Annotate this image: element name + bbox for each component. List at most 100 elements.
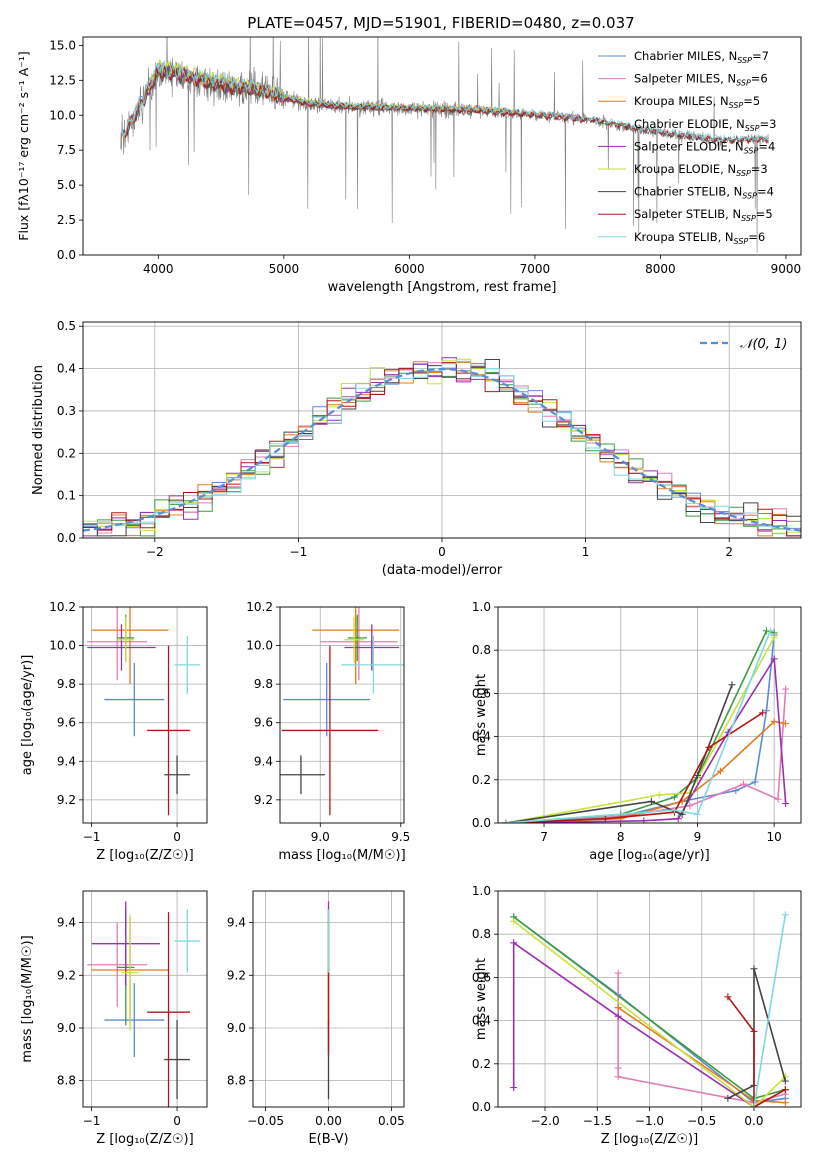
x-tick-label: 9.5 [391,830,410,844]
x-tick-label: −1 [290,545,308,559]
axes-frame [497,606,802,824]
legend-entry: Salpeter STELIB, NSSP=5 [634,207,773,223]
panel-spectrum: Chabrier MILES, NSSP=7 Salpeter MILES, NS… [16,36,802,295]
mass-weight-line [505,656,787,823]
y-tick-label: 9.2 [57,793,76,807]
legend-entry: Kroupa STELIB, NSSP=6 [634,230,765,246]
y-tick-label: 0.4 [57,362,76,376]
y-tick-label: 0.0 [472,816,491,830]
legend-suffix: =3 [760,117,777,131]
plot-area [510,911,789,1107]
legend-subscript: SSP [745,124,760,133]
x-axis-label: Z [log₁₀(Z/Z☉)] [96,848,193,863]
figure-title: PLATE=0457, MJD=51901, FIBERID=0480, z=0… [247,14,634,32]
legend-suffix: =6 [751,72,768,86]
y-axis-label: Flux [fλ10⁻¹⁷ erg cm⁻² s⁻¹ A⁻¹] [16,51,31,240]
y-tick-label: 1.0 [472,600,491,614]
axes-frame [82,890,208,1108]
y-tick-label: 9.2 [254,793,273,807]
x-axis-label: Z [log₁₀(Z/Z☉)] [601,1132,698,1147]
y-tick-label: 0.2 [472,1057,491,1071]
y-axis-label: mass weight [474,674,489,756]
y-tick-label: 0.0 [57,531,76,545]
mass-weight-line [727,968,787,1100]
x-tick-label: 9 [694,830,702,844]
plot-area [120,37,769,253]
x-tick-label: 0.05 [378,1114,405,1128]
legend-suffix: =7 [752,49,769,63]
legend-subscript: SSP [736,79,751,88]
x-tick-label: −1 [83,830,101,844]
panel-mass-vs-ebv: −0.05 0.00 0.05 8.8 9.0 9.2 9.4 E(B-V) [227,890,405,1147]
y-tick-label: 10.0 [49,108,76,122]
x-axis-label: wavelength [Angstrom, rest frame] [328,280,557,295]
mass-weight-line [512,941,755,1107]
x-tick-label: −2.0 [530,1114,559,1128]
x-tick-label: 7000 [520,262,551,276]
y-tick-label: 0.4 [472,1014,491,1028]
legend-subscript: SSP [729,101,744,110]
panel-residuals: 𝒩(0, 1) Normed distribution −2 −1 0 1 2 0.0 0.1 0… [31,319,802,578]
x-tick-label: 0.0 [744,1114,763,1128]
legend-entry: Salpeter MILES, NSSP=6 [634,72,768,88]
y-axis-label: mass [log₁₀(M/M☉)] [20,935,35,1062]
legend-subscript: SSP [742,192,757,201]
x-tick-label: −1.5 [583,1114,612,1128]
y-tick-label: 15.0 [49,38,76,52]
x-tick-label: 9000 [771,262,802,276]
legend-subscript: SSP [737,56,752,65]
y-tick-label: 8.8 [57,1074,76,1088]
x-tick-label: 0 [438,545,446,559]
panel-mass-weight-vs-Z: mass weight −2.0 −1.5 −1.0 −0.5 0.0 0.0 0.2 0.4 0… [472,884,802,1147]
legend: 𝒩(0, 1) [700,337,787,352]
y-tick-label: 0.2 [57,446,76,460]
legend-suffix: =6 [748,230,765,244]
y-tick-label: 1.0 [472,884,491,898]
x-tick-label: 0 [173,830,181,844]
y-tick-label: 9.8 [57,677,76,691]
y-tick-label: 8.8 [227,1074,246,1088]
x-tick-label: 10 [767,830,782,844]
x-axis-label: E(B-V) [308,1132,348,1147]
axes-frame [82,36,802,256]
normal-curve [83,367,801,532]
x-axis-label: Z [log₁₀(Z/Z☉)] [96,1132,193,1147]
y-axis-label: mass weight [474,958,489,1040]
panel-age-vs-mass: 9.0 9.5 9.2 9.4 9.6 9.8 10.0 10.2 mass [log₁₀(M/… [246,600,410,863]
legend-subscript: SSP [734,237,749,246]
mass-weight-line [505,636,775,823]
mass-weight-line [513,920,786,1107]
x-tick-label: 2 [725,545,733,559]
legend-entry: Kroupa ELODIE, NSSP=3 [634,162,768,178]
legend-suffix: =5 [743,94,760,108]
y-tick-label: 9.4 [227,916,246,930]
legend-subscript: SSP [741,214,756,223]
axes-frame [279,606,405,824]
panel-age-vs-Z: age [log₁₀(age/yr)] −1 0 9.2 9.4 9.6 9.8 10.0 10… [20,600,208,863]
plot-area [83,357,801,537]
y-tick-label: 0.0 [472,1100,491,1114]
y-tick-label: 0.6 [472,970,491,984]
histogram-step [83,361,801,531]
x-axis-label: (data-model)/error [382,563,503,578]
y-tick-label: 0.5 [57,319,76,333]
legend-entry: 𝒩(0, 1) [740,337,787,352]
y-tick-label: 7.5 [57,143,76,157]
x-tick-label: 0.00 [315,1114,342,1128]
panel-mass-weight-vs-age: mass weight 7 8 9 10 0.0 0.2 0.4 0.6 0.8 1.0 age [l… [472,600,802,863]
x-tick-label: 1 [582,545,590,559]
y-tick-label: 0.8 [472,643,491,657]
x-tick-label: 8000 [645,262,676,276]
y-tick-label: 9.4 [57,916,76,930]
mass-weight-line [505,635,775,823]
y-tick-label: 9.2 [227,968,246,982]
y-tick-label: 0.1 [57,489,76,503]
legend-entry: Chabrier ELODIE, NSSP=3 [634,117,776,133]
panel-mass-vs-Z: mass [log₁₀(M/M☉)] −1 0 8.8 9.0 9.2 9.4 Z [log₁… [20,890,208,1147]
plot-area [87,901,201,1107]
y-tick-label: 9.4 [254,754,273,768]
x-tick-label: 0 [173,1114,181,1128]
mass-weight-line [505,689,787,823]
y-tick-label: 2.5 [57,213,76,227]
